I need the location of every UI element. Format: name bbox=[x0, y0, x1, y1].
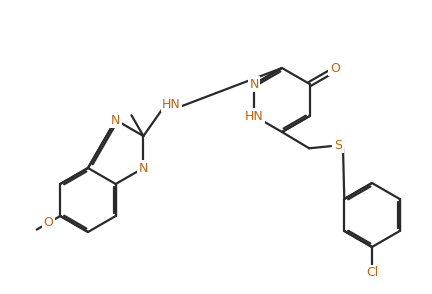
Text: S: S bbox=[334, 138, 342, 152]
Text: Cl: Cl bbox=[366, 266, 378, 280]
Text: O: O bbox=[330, 62, 340, 75]
Text: N: N bbox=[111, 113, 121, 126]
Text: N: N bbox=[250, 78, 259, 91]
Text: HN: HN bbox=[245, 109, 264, 123]
Text: HN: HN bbox=[162, 98, 181, 111]
Text: O: O bbox=[44, 216, 54, 229]
Text: N: N bbox=[139, 161, 148, 175]
